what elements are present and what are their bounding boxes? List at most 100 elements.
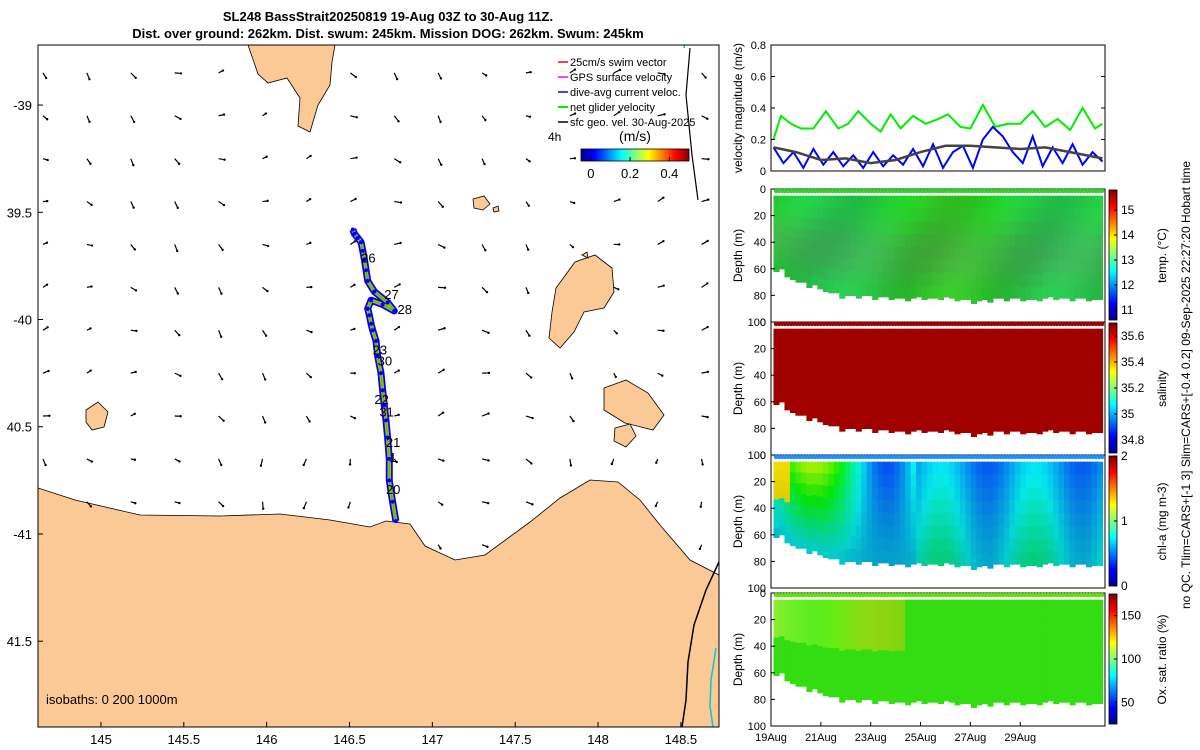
section-cell-temperature [789,216,797,228]
section-cell-oxygen [844,599,851,613]
section-cell-chlorophyll [883,512,890,526]
section-cell-salinity [899,392,906,407]
section-cell-salinity [932,367,939,381]
section-cell-temperature [943,246,950,260]
sfc-velocity-arrowhead [395,460,398,464]
section-cell-chlorophyll [877,537,884,551]
section-cell-temperature [888,286,895,300]
section-cell-salinity [806,386,813,399]
sfc-velocity-arrowhead [176,292,180,295]
section-cell-temperature [1086,235,1093,249]
isobath-1000m [709,647,717,727]
section-cell-salinity [817,410,824,423]
section-cell-chlorophyll [1075,500,1082,514]
section-cell-chlorophyll [927,487,934,501]
section-cell-temperature [954,248,961,262]
land-island-small-3 [581,251,589,259]
section-cell-chlorophyll [910,474,917,488]
section-cell-salinity [948,354,956,368]
section-cell-oxygen [1025,638,1032,653]
section-cell-temperature [976,208,983,223]
sfc-velocity-arrowhead [483,162,486,166]
section-cell-chlorophyll [1097,513,1104,528]
section-cell-chlorophyll [800,461,807,474]
section-cell-temperature [987,222,994,237]
section-cell-oxygen [927,599,934,614]
section-cell-temperature [789,227,797,239]
section-cell-oxygen [778,663,786,674]
section-cell-temperature [899,246,906,261]
section-cell-temperature [795,238,802,251]
section-y-tick-label: 40 [754,503,766,515]
section-cell-salinity [1025,393,1032,408]
section-cell-temperature [894,195,901,210]
sfc-velocity-arrowhead [132,163,135,167]
section-cell-salinity [1009,367,1016,381]
section-cell-salinity [877,379,884,393]
section-cell-chlorophyll [927,512,934,527]
section-cell-salinity [981,367,988,382]
sfc-velocity-arrowhead [261,507,265,510]
section-cell-chlorophyll [1025,500,1032,515]
section-cell-chlorophyll [1014,461,1021,476]
section-cell-salinity [811,339,818,352]
section-cell-temperature [992,259,999,274]
section-cell-temperature [932,234,939,248]
section-cell-oxygen [806,599,813,612]
section-cell-oxygen [872,612,879,627]
section-cell-salinity [883,328,890,342]
track-surfacing-point [387,456,392,461]
section-cell-oxygen [938,664,945,679]
land-cape-barren-island [603,379,665,431]
section-cell-salinity [855,341,862,355]
section-cell-chlorophyll [987,461,994,476]
section-cell-temperature [905,208,912,223]
section-cell-salinity [778,337,786,348]
section-cell-chlorophyll [1025,552,1032,566]
section-cell-oxygen [965,690,972,704]
section-cell-salinity [943,379,950,393]
section-cell-oxygen [861,686,868,700]
section-cell-temperature [1097,247,1104,262]
section-cell-chlorophyll [1097,487,1104,502]
section-cell-temperature [1058,195,1065,210]
section-cell-temperature [927,195,934,210]
section-cell-oxygen [784,660,791,672]
section-cell-salinity [1075,354,1082,368]
section-cell-chlorophyll [861,523,868,538]
map-x-tick-label: 148 [587,732,609,747]
section-cell-oxygen [1069,612,1076,627]
track-surfacing-point [378,371,383,376]
section-cell-chlorophyll [855,500,862,514]
section-cell-chlorophyll [789,493,797,505]
section-cell-temperature [773,233,780,244]
section-cell-salinity [883,417,890,431]
section-cell-chlorophyll [1025,539,1032,554]
section-y-tick-label: 20 [754,211,766,223]
section-cell-oxygen [1014,625,1021,639]
section-cell-chlorophyll [1086,527,1093,542]
track-surfacing-point [352,231,357,236]
section-cell-oxygen [916,688,923,702]
sfc-velocity-arrowhead [219,335,223,338]
section-cell-oxygen [833,672,840,686]
sfc-velocity-arrowhead [573,68,577,71]
section-cell-salinity [844,390,851,405]
section-cell-temperature [1080,195,1087,210]
section-cell-chlorophyll [905,553,912,568]
section-cell-salinity [795,404,802,416]
section-cell-salinity [888,341,895,356]
section-cell-salinity [927,379,934,394]
section-cell-oxygen [987,652,994,667]
section-cell-chlorophyll [916,512,923,526]
section-colorbar-tick-label: 12 [1121,278,1135,292]
section-cell-oxygen [817,646,824,659]
section-cell-temperature [811,240,818,252]
section-cell-chlorophyll [948,474,956,488]
section-cell-temperature [811,217,818,230]
section-cell-temperature [1036,248,1043,262]
section-cell-oxygen [1064,663,1071,678]
section-cell-temperature [888,221,895,236]
section-cell-chlorophyll [921,513,928,528]
section-cell-salinity [1009,405,1016,419]
